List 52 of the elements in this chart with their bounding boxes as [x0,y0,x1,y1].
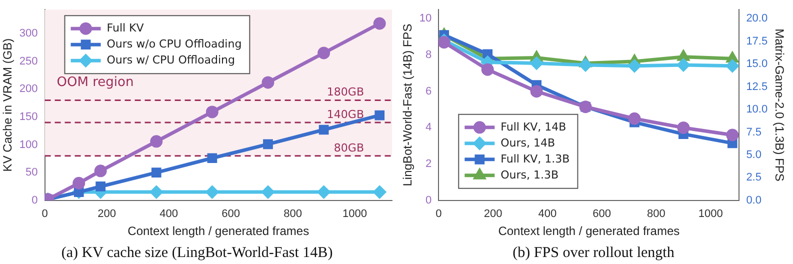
y-axis-title: KV Cache in VRAM (GB) [0,38,15,172]
legend-label: Full KV, 1.3B [500,152,570,166]
y-tick-label: 2 [426,158,432,170]
y2-tick-label: 20.0 [746,12,768,25]
x-tick-label: 800 [284,208,302,220]
x-tick-label: 0 [436,208,442,220]
y2-tick-label: 10.0 [746,104,768,116]
x-tick-label: 600 [222,208,240,220]
legend-label: Ours, 1.3B [500,168,559,182]
x-tick-label: 1000 [342,208,368,220]
y2-tick-label: 0.0 [746,194,762,206]
y-tick-label: 8 [426,49,432,62]
x-tick-label: 400 [160,208,178,220]
y-axis-title: LingBot-World-Fast (14B) FPS [400,24,415,186]
x-axis-title: Context length / generated frames [128,224,310,238]
y-tick-label: 300 [19,28,38,40]
x-tick-label: 400 [538,208,557,220]
legend-label: Full KV [106,21,144,34]
x-tick-label: 0 [42,208,48,220]
x-tick-label: 200 [484,208,502,220]
y2-tick-label: 17.5 [746,35,768,48]
x-tick-label: 600 [592,208,612,220]
legend-label: Ours w/o CPU Offloading [106,37,242,50]
x-tick-label: 800 [647,208,666,220]
y-tick-label: 150 [19,110,38,123]
ref-line-label: 180GB [326,86,364,99]
y2-tick-label: 12.5 [746,80,768,93]
y-tick-label: 4 [426,122,432,134]
y-tick-label: 10 [419,12,432,25]
band-label: OOM region [56,75,134,90]
text: (a) KV cache size (LingBot-World-Fast 14B) [61,244,333,261]
x-tick-label: 200 [98,208,116,220]
legend-label: Ours w/ CPU Offloading [106,53,235,66]
text: (b) FPS over rollout length [512,244,675,261]
ref-line-label: 140GB [326,108,364,121]
x-tick-label: 1000 [698,208,723,220]
y2-tick-label: 7.5 [746,126,762,138]
y2-axis-title: Matrix-Game-2.0 (1.3B) FPS [772,28,786,182]
legend-label: Ours, 14B [500,136,556,150]
x-axis-title: Context length / generated frames [498,224,680,238]
ref-line-label: 80GB [334,141,364,154]
legend-label: Full KV, 14B [500,120,566,134]
y-tick-label: 0 [426,194,432,206]
y-tick-label: 0 [32,194,38,206]
y-tick-label: 200 [19,83,38,96]
y2-tick-label: 2.5 [746,172,762,184]
y-tick-label: 250 [19,55,38,68]
y-tick-label: 100 [19,138,38,151]
y-tick-label: 50 [26,166,38,179]
y2-tick-label: 15.0 [746,58,768,70]
y2-tick-label: 5.0 [746,149,762,162]
y-tick-label: 6 [426,85,432,98]
